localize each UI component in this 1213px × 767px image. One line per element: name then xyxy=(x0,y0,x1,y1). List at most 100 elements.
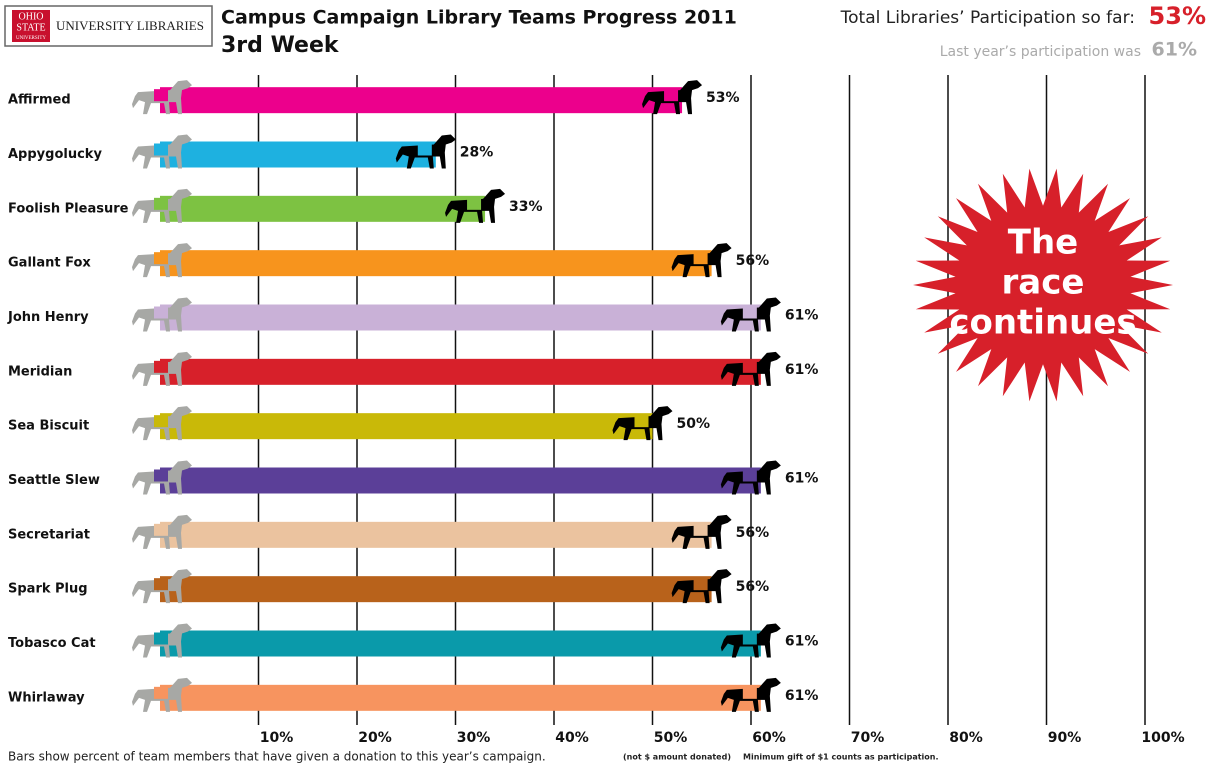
saddle-cloth xyxy=(467,197,482,210)
saddle-cloth xyxy=(154,89,168,102)
start-horse xyxy=(132,134,192,169)
saddle-cloth xyxy=(693,578,708,591)
start-horse xyxy=(132,297,192,332)
start-horse xyxy=(132,623,192,658)
x-tick-label: 30% xyxy=(457,730,491,746)
start-horse xyxy=(132,677,192,712)
bar xyxy=(160,521,712,548)
start-horse xyxy=(132,460,192,495)
saddle-cloth xyxy=(417,143,432,156)
saddle-cloth xyxy=(742,686,757,699)
bar xyxy=(160,684,761,711)
bar xyxy=(160,413,653,440)
footnote-note: Minimum gift of $1 counts as participati… xyxy=(743,753,939,762)
category-label: John Henry xyxy=(7,310,89,325)
end-horse xyxy=(671,569,732,604)
badge-star xyxy=(913,168,1173,402)
saddle-cloth xyxy=(742,632,757,645)
category-label: Spark Plug xyxy=(8,582,88,597)
x-tick-label: 90% xyxy=(1048,730,1082,746)
logo-mark xyxy=(12,10,50,42)
saddle-cloth xyxy=(693,523,708,536)
end-horse xyxy=(671,243,732,278)
summary-last-value: 61% xyxy=(1152,39,1197,61)
saddle-cloth xyxy=(154,360,168,373)
end-horse xyxy=(642,80,703,115)
end-horse xyxy=(445,188,506,223)
badge-text: continues xyxy=(949,303,1136,343)
logo-text: STATE xyxy=(16,22,45,33)
x-tick-label: 70% xyxy=(851,730,885,746)
start-horse xyxy=(132,514,192,549)
bar xyxy=(160,576,712,603)
saddle-cloth xyxy=(742,469,757,482)
category-label: Secretariat xyxy=(8,527,90,542)
badge-text: race xyxy=(1002,263,1085,303)
saddle-cloth xyxy=(664,89,679,102)
start-horse xyxy=(132,569,192,604)
bar xyxy=(160,250,712,277)
chart-title: Campus Campaign Library Teams Progress 2… xyxy=(221,7,737,29)
summary-last-label: Last year’s participation was xyxy=(940,44,1141,60)
end-horse xyxy=(720,460,781,495)
start-horse xyxy=(132,188,192,223)
footnote-note: (not $ amount donated) xyxy=(623,753,731,762)
value-label: 28% xyxy=(460,145,494,161)
saddle-cloth xyxy=(154,143,168,156)
bar xyxy=(160,87,683,114)
category-label: Tobasco Cat xyxy=(8,636,96,651)
start-horse xyxy=(132,243,192,278)
category-label: Sea Biscuit xyxy=(8,419,89,434)
bar xyxy=(160,358,761,385)
category-label: Appygolucky xyxy=(8,147,102,162)
value-label: 50% xyxy=(677,416,711,432)
saddle-cloth xyxy=(154,523,168,536)
footnote: Bars show percent of team members that h… xyxy=(8,750,546,764)
x-tick-label: 50% xyxy=(654,730,688,746)
category-label: Meridian xyxy=(8,364,72,379)
saddle-cloth xyxy=(634,415,649,428)
logo-text: UNIVERSITY xyxy=(16,36,46,41)
end-horse xyxy=(395,134,456,169)
category-label: Seattle Slew xyxy=(8,473,100,488)
bars: Affirmed 53% Appygolucky 28% Foolish Pleasur… xyxy=(7,80,818,712)
start-horse xyxy=(132,406,192,441)
value-label: 61% xyxy=(785,308,819,324)
summary-label: Total Libraries’ Participation so far: xyxy=(840,8,1135,28)
value-label: 56% xyxy=(736,525,770,541)
x-tick-label: 60% xyxy=(752,730,786,746)
logo-text: OHIO xyxy=(19,11,44,22)
value-label: 61% xyxy=(785,634,819,650)
start-horse xyxy=(132,351,192,386)
category-label: Gallant Fox xyxy=(8,256,91,271)
saddle-cloth xyxy=(154,197,168,210)
bar xyxy=(160,630,761,657)
x-tick-label: 20% xyxy=(358,730,392,746)
end-horse xyxy=(720,351,781,386)
saddle-cloth xyxy=(154,469,168,482)
value-label: 33% xyxy=(509,199,543,215)
saddle-cloth xyxy=(742,360,757,373)
value-label: 61% xyxy=(785,362,819,378)
saddle-cloth xyxy=(693,252,708,265)
end-horse xyxy=(720,297,781,332)
chart-subtitle: 3rd Week xyxy=(221,33,340,58)
saddle-cloth xyxy=(154,306,168,319)
saddle-cloth xyxy=(154,252,168,265)
saddle-cloth xyxy=(154,578,168,591)
value-label: 61% xyxy=(785,471,819,487)
value-label: 61% xyxy=(785,688,819,704)
x-tick-label: 40% xyxy=(555,730,589,746)
saddle-cloth xyxy=(154,632,168,645)
x-tick-label: 80% xyxy=(949,730,983,746)
end-horse xyxy=(720,623,781,658)
bar xyxy=(160,141,436,168)
value-label: 56% xyxy=(736,253,770,269)
badge-text: The xyxy=(1008,223,1078,263)
end-horse xyxy=(612,406,673,441)
grid: 10% 20% 30% 40% 50% 60% 70% 80% 90% 100% xyxy=(257,75,1185,746)
start-horse xyxy=(132,80,192,115)
bar xyxy=(160,195,486,222)
value-label: 56% xyxy=(736,579,770,595)
